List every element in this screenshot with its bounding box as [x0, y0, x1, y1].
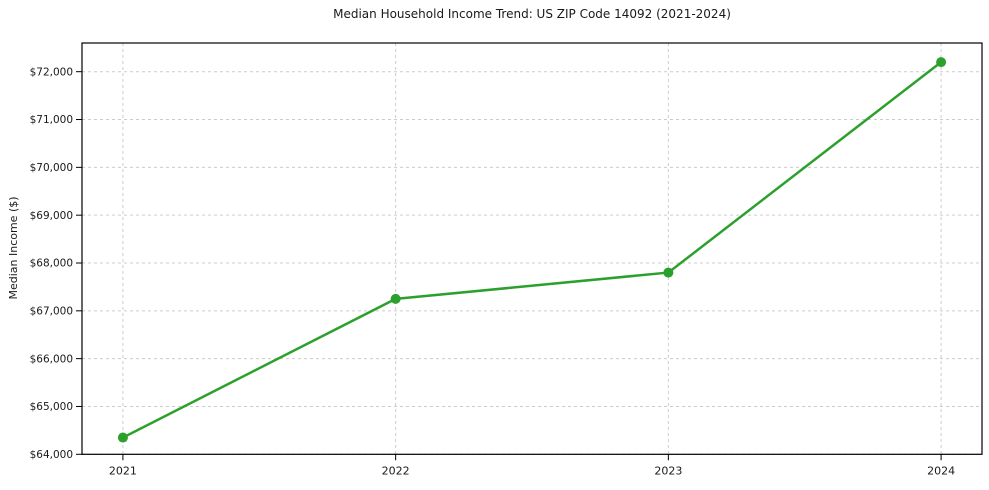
- data-point-2023: [663, 267, 674, 278]
- data-point-2021: [117, 432, 128, 443]
- plot-border: [81, 42, 983, 455]
- y-tick-label: $69,000: [30, 210, 73, 222]
- y-tick-label: $68,000: [30, 258, 73, 270]
- x-tick-label: 2022: [382, 464, 410, 477]
- chart-title: Median Household Income Trend: US ZIP Co…: [333, 7, 731, 21]
- y-tick-label: $64,000: [30, 449, 73, 461]
- y-tick-label: $72,000: [30, 66, 73, 78]
- y-tick-label: $70,000: [30, 162, 73, 174]
- y-tick-label: $66,000: [30, 353, 73, 365]
- x-tick-label: 2021: [109, 464, 137, 477]
- x-tick-label: 2023: [654, 464, 682, 477]
- data-point-2022: [390, 293, 401, 304]
- y-tick-label: $65,000: [30, 401, 73, 413]
- x-tick-label: 2024: [927, 464, 955, 477]
- income-trend-line: [121, 60, 943, 439]
- y-tick-label: $67,000: [30, 306, 73, 318]
- y-axis-label: Median Income ($): [7, 196, 20, 299]
- data-point-2024: [936, 57, 947, 68]
- y-tick-label: $71,000: [30, 114, 73, 126]
- plot-area: $64,000 $65,000 $66,000 $67,000 $68,000 $69,0…: [30, 42, 983, 477]
